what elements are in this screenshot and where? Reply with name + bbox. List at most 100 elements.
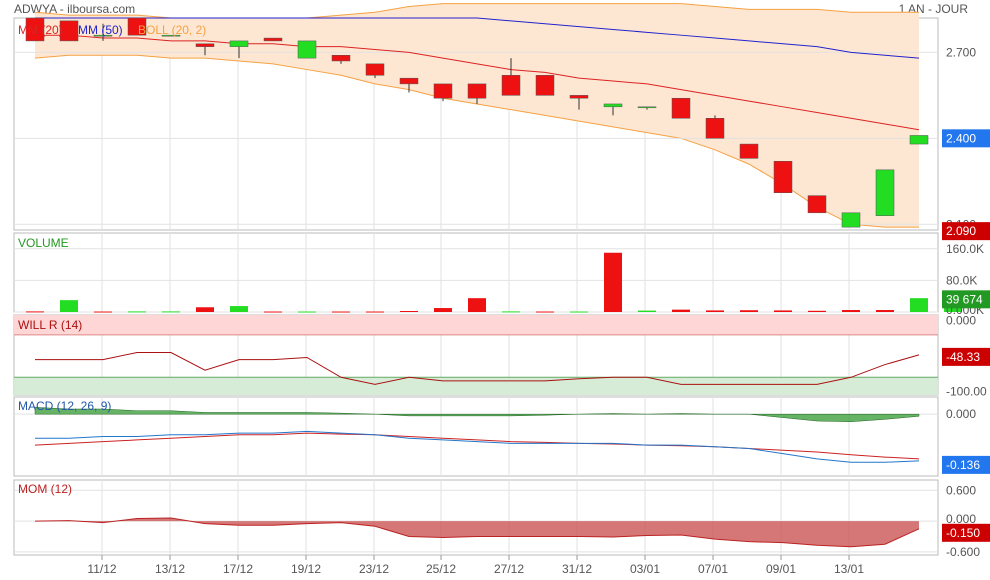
last-volume-tag: 39 674	[942, 290, 990, 309]
volume-bar	[672, 309, 690, 312]
candle-body	[739, 143, 759, 159]
candle-body	[467, 83, 487, 99]
volume-bar	[570, 311, 588, 313]
x-tick-label: 27/12	[494, 562, 524, 576]
volume-bar	[876, 310, 894, 312]
price-tick-label: 2.700	[946, 45, 976, 59]
x-tick-label: 13/01	[834, 562, 864, 576]
volume-bar	[230, 306, 248, 312]
volume-bar	[502, 311, 520, 313]
candle-body	[25, 17, 45, 42]
x-tick-label: 07/01	[698, 562, 728, 576]
overbought-zone	[14, 315, 938, 335]
x-tick-label: 03/01	[630, 562, 660, 576]
mom-panel-title: MOM (12)	[18, 482, 72, 496]
momentum-line	[34, 517, 920, 548]
macd-tick-label: 0.000	[946, 407, 976, 421]
candle-body	[841, 212, 861, 228]
candle-body	[59, 20, 79, 42]
ma20-line	[35, 34, 920, 131]
candle-body	[433, 83, 453, 99]
volume-tick-label: 160.0K	[946, 242, 984, 256]
volume-bar	[366, 311, 384, 313]
volume-bar	[468, 298, 486, 312]
min-price-tag: 2.090	[942, 222, 990, 241]
x-tick-label: 31/12	[562, 562, 592, 576]
mom-tick-label: 0.600	[946, 483, 976, 497]
last-price-tag-bg	[942, 129, 990, 148]
volume-bar	[774, 310, 792, 312]
volume-bar	[604, 252, 622, 312]
last-willr-tag-bg	[942, 347, 990, 366]
volume-bar	[808, 310, 826, 312]
min-price-tag-text: 2.090	[946, 224, 976, 238]
volume-bar	[264, 311, 282, 313]
candle-body	[807, 195, 827, 214]
candle-body	[909, 135, 929, 145]
candle-body	[263, 37, 283, 42]
last-mom-tag-text: -0.150	[946, 526, 980, 540]
volume-bar	[638, 310, 656, 312]
last-volume-tag-text: 39 674	[946, 292, 983, 306]
volume-bar	[332, 311, 350, 313]
boll-band-fill	[35, 3, 919, 228]
mom-tick-label: -0.600	[946, 545, 980, 559]
candle-body	[331, 54, 351, 62]
macd-signal-line	[34, 432, 920, 460]
oversold-zone	[14, 377, 938, 395]
candle-body	[569, 95, 589, 99]
candle-body	[161, 34, 181, 37]
willr-tick-label: -100.00	[946, 384, 987, 398]
volume-bar	[740, 310, 758, 312]
candle-body	[93, 34, 113, 37]
last-macd-tag: -0.136	[942, 455, 990, 474]
x-tick-label: 13/12	[155, 562, 185, 576]
volume-bar	[196, 307, 214, 312]
volume-panel-title: VOLUME	[18, 236, 69, 250]
candle-body	[195, 43, 215, 47]
candle-body	[705, 118, 725, 139]
x-tick-label: 25/12	[426, 562, 456, 576]
volume-tick-label: 80.0K	[946, 273, 977, 287]
volume-bar	[842, 310, 860, 312]
last-price-tag-text: 2.400	[946, 131, 976, 145]
candle-body	[501, 75, 521, 96]
x-tick-label: 09/01	[766, 562, 796, 576]
mom-tick-label: 0.000	[946, 512, 976, 526]
panel-frame	[13, 396, 939, 477]
last-mom-tag: -0.150	[942, 523, 990, 542]
willr-panel-title: WILL R (14)	[18, 318, 82, 332]
candle-body	[229, 40, 249, 47]
candle-body	[773, 160, 793, 194]
legend-boll: BOLL (20, 2)	[138, 23, 206, 37]
volume-bar	[706, 310, 724, 312]
volume-bar	[94, 311, 112, 313]
volume-bar	[60, 300, 78, 312]
x-tick-label: 11/12	[87, 562, 116, 576]
volume-bar	[910, 298, 928, 312]
candle-body	[535, 75, 555, 96]
candle-body	[637, 106, 657, 109]
candle-body	[603, 103, 623, 108]
chart-title: ADWYA - ilboursa.com	[14, 2, 136, 16]
candle-body	[127, 17, 147, 36]
candle-body	[671, 97, 691, 119]
candle-body	[365, 63, 385, 76]
last-willr-tag-text: -48.33	[946, 350, 980, 364]
willr-line	[35, 352, 920, 385]
volume-bar	[400, 311, 418, 313]
volume-bar	[128, 311, 146, 313]
macd-panel-title: MACD (12, 26, 9)	[18, 399, 111, 413]
candle-body	[399, 77, 419, 85]
x-tick-label: 17/12	[223, 562, 253, 576]
last-macd-tag-text: -0.136	[946, 458, 980, 472]
candle-body	[875, 169, 895, 216]
willr-tick-label: 0.000	[946, 314, 976, 328]
panel-frame	[13, 479, 939, 556]
volume-bar	[26, 311, 44, 313]
macd-line	[35, 430, 920, 463]
last-willr-tag: -48.33	[942, 347, 990, 366]
volume-bar	[536, 311, 554, 313]
last-macd-tag-bg	[942, 455, 990, 474]
